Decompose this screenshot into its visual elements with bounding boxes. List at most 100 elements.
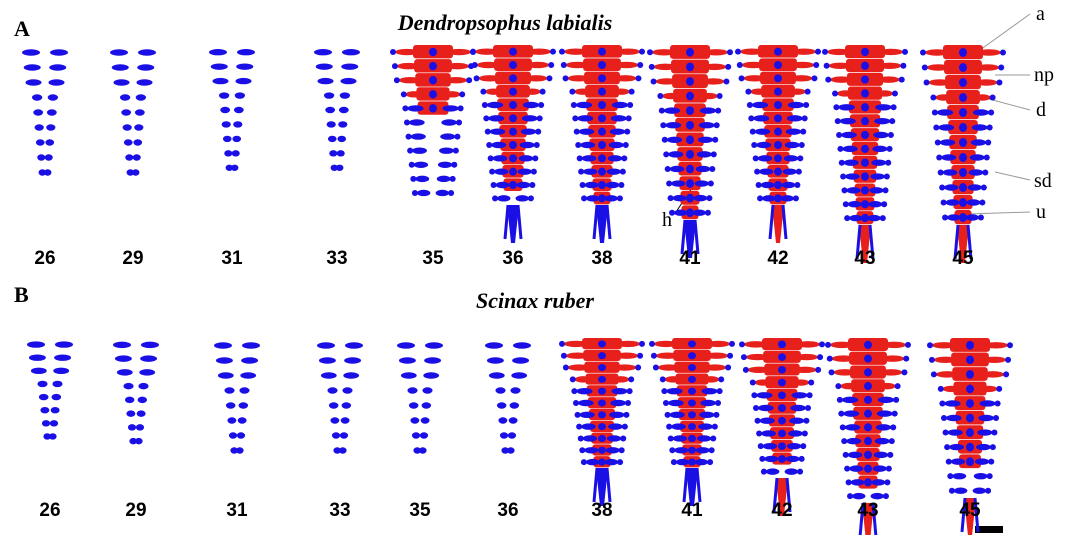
transverse-process — [444, 91, 461, 97]
process-tip — [717, 388, 723, 394]
process-tip — [578, 435, 584, 441]
neural-arch — [509, 48, 517, 56]
transverse-process — [878, 397, 894, 403]
transverse-process — [580, 142, 595, 148]
transverse-process — [742, 62, 765, 68]
neural-arch — [864, 437, 872, 445]
transverse-process — [983, 357, 1006, 363]
hypochord — [607, 205, 610, 239]
transverse-process — [877, 76, 900, 82]
transverse-process — [113, 342, 131, 348]
transverse-process — [407, 105, 423, 111]
process-tip — [708, 181, 714, 187]
transverse-process — [137, 64, 154, 70]
neural-arch — [429, 62, 437, 70]
stage-number: 36 — [502, 248, 523, 269]
transverse-process — [27, 341, 45, 347]
process-tip — [573, 400, 579, 406]
transverse-process — [838, 104, 854, 110]
process-tip — [847, 493, 853, 499]
transverse-process — [872, 479, 886, 485]
transverse-process — [397, 342, 415, 348]
transverse-process — [120, 94, 130, 100]
transverse-process — [852, 493, 865, 499]
transverse-process — [943, 386, 960, 392]
transverse-process — [417, 190, 430, 196]
neural-arch — [774, 48, 782, 56]
process-tip — [996, 80, 1002, 86]
transverse-process — [843, 410, 859, 416]
transverse-process — [37, 381, 47, 387]
transverse-process — [446, 63, 469, 69]
process-tip — [1000, 50, 1006, 56]
transverse-process — [340, 78, 356, 84]
transverse-process — [614, 364, 636, 370]
process-tip — [538, 102, 544, 108]
transverse-process — [936, 371, 958, 377]
neural-arch — [598, 388, 606, 395]
process-tip — [825, 342, 831, 348]
transverse-process — [613, 88, 630, 94]
neural-arch — [959, 198, 967, 207]
process-tip — [739, 75, 745, 81]
transverse-process — [969, 169, 984, 175]
process-tip — [805, 405, 811, 411]
transverse-process — [658, 364, 680, 370]
transverse-process — [874, 452, 889, 458]
transverse-process — [340, 432, 348, 438]
annotation: np — [1034, 64, 1054, 86]
transverse-process — [319, 357, 336, 363]
stage-number: 31 — [226, 500, 248, 521]
process-tip — [796, 169, 802, 175]
vertebral-column — [27, 341, 73, 439]
transverse-process — [50, 49, 68, 55]
transverse-process — [475, 48, 499, 54]
transverse-process — [790, 75, 813, 81]
transverse-process — [343, 372, 359, 378]
transverse-process — [112, 64, 129, 70]
neural-arch — [864, 423, 872, 431]
process-tip — [671, 459, 677, 465]
process-tip — [890, 424, 896, 430]
neural-arch — [686, 150, 694, 159]
neural-arch — [598, 128, 606, 136]
transverse-process — [881, 355, 904, 361]
neural-arch — [429, 48, 437, 56]
stage-number: 36 — [497, 500, 518, 521]
transverse-process — [845, 173, 860, 179]
transverse-process — [125, 154, 133, 160]
process-tip — [761, 469, 767, 475]
transverse-process — [975, 79, 998, 85]
process-tip — [575, 412, 581, 418]
process-tip — [1005, 357, 1011, 363]
transverse-process — [740, 48, 764, 54]
transverse-process — [425, 342, 443, 348]
transverse-process — [222, 121, 231, 127]
transverse-process — [581, 423, 596, 429]
transverse-process — [974, 473, 988, 479]
transverse-process — [972, 124, 988, 130]
transverse-process — [586, 195, 599, 201]
neural-arch — [966, 370, 974, 379]
neural-arch — [598, 399, 606, 406]
transverse-process — [508, 432, 516, 438]
process-tip — [561, 353, 567, 359]
transverse-process — [45, 139, 54, 145]
transverse-process — [53, 368, 69, 374]
transverse-process — [790, 405, 806, 411]
process-tip — [707, 459, 713, 465]
process-tip — [639, 49, 645, 55]
transverse-process — [231, 165, 239, 171]
neural-arch — [778, 430, 786, 438]
transverse-process — [871, 159, 886, 165]
transverse-process — [35, 124, 44, 130]
process-tip — [832, 90, 838, 96]
process-tip — [837, 397, 843, 403]
transverse-process — [321, 372, 337, 378]
process-tip — [996, 386, 1002, 392]
transverse-process — [785, 468, 798, 474]
transverse-process — [744, 75, 767, 81]
transverse-process — [977, 429, 992, 435]
transverse-process — [128, 424, 136, 430]
hypochord — [594, 468, 597, 502]
